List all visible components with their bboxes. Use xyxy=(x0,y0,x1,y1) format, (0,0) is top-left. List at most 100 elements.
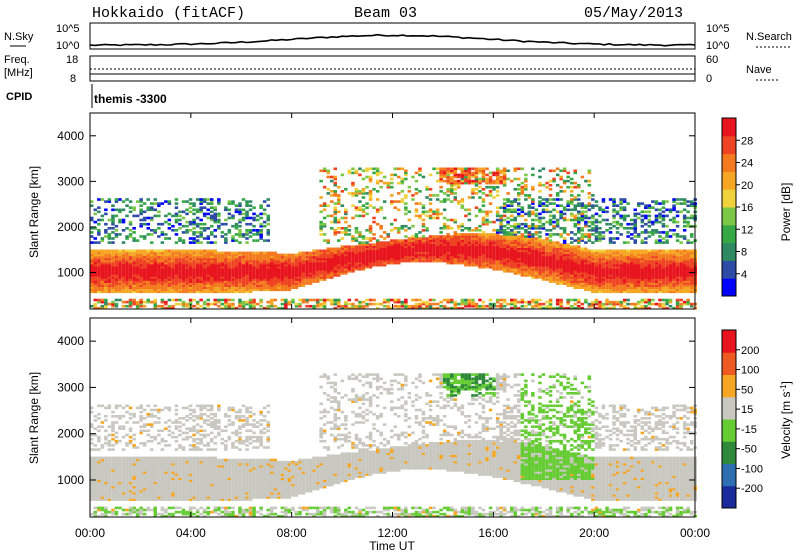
power-cell xyxy=(524,253,528,257)
power-cell xyxy=(273,263,277,267)
power-cell xyxy=(552,272,556,275)
power-cell xyxy=(626,261,630,265)
power-cell xyxy=(630,290,634,294)
power-cell xyxy=(234,227,239,230)
power-cell xyxy=(418,167,422,171)
power-cell xyxy=(661,222,666,226)
power-cell xyxy=(132,214,136,218)
power-cell xyxy=(450,306,454,310)
power-cell xyxy=(220,276,225,279)
power-cell xyxy=(104,235,108,238)
power-cell xyxy=(485,212,489,216)
power-cell xyxy=(548,255,553,259)
power-cell xyxy=(181,282,186,285)
power-cell xyxy=(153,300,157,304)
power-cell xyxy=(397,259,401,263)
power-cell xyxy=(555,265,560,269)
power-cell xyxy=(150,274,154,277)
power-cell xyxy=(347,251,352,255)
power-cell xyxy=(255,218,260,222)
power-cell xyxy=(206,216,210,220)
power-cell xyxy=(481,192,486,195)
power-cell xyxy=(132,259,136,263)
power-cell xyxy=(548,179,553,183)
power-cell xyxy=(538,224,542,228)
power-cell xyxy=(622,286,627,289)
power-cell xyxy=(584,284,588,287)
power-cell xyxy=(319,261,323,265)
power-cell xyxy=(605,251,609,255)
power-cell xyxy=(390,306,394,310)
power-cell xyxy=(174,298,179,302)
power-cell xyxy=(414,235,419,238)
power-cell xyxy=(630,272,634,275)
power-cell xyxy=(439,227,443,230)
power-cell xyxy=(495,263,500,267)
power-cell xyxy=(358,306,362,310)
power-cell xyxy=(217,304,221,308)
power-cell xyxy=(640,270,645,273)
power-cell xyxy=(587,192,592,195)
power-cell xyxy=(640,231,645,234)
power-cell xyxy=(552,306,556,310)
power-cell xyxy=(132,280,136,283)
power-cell xyxy=(224,284,228,287)
power-cell xyxy=(587,251,592,255)
power-cell xyxy=(397,241,401,244)
power-cell xyxy=(601,270,606,273)
power-cell xyxy=(238,278,242,281)
power-cell xyxy=(213,282,217,285)
power-cell xyxy=(502,175,507,179)
power-cell xyxy=(506,302,510,306)
power-cell xyxy=(538,304,542,308)
power-cell xyxy=(93,220,97,224)
power-cell xyxy=(432,194,436,197)
power-cell xyxy=(453,302,457,306)
power-cell xyxy=(344,304,348,308)
power-cell xyxy=(555,261,560,265)
power-cell xyxy=(492,268,496,271)
power-cell xyxy=(474,259,479,263)
power-cell xyxy=(485,241,489,244)
power-cell xyxy=(404,194,408,197)
power-cell xyxy=(375,261,380,265)
power-cell xyxy=(598,261,602,265)
power-cell xyxy=(411,253,415,257)
power-cell xyxy=(644,229,648,232)
power-cell xyxy=(605,274,609,277)
power-cell xyxy=(478,259,482,263)
power-cell xyxy=(418,214,422,218)
power-cell xyxy=(146,227,150,230)
power-cell xyxy=(153,229,157,232)
power-cell xyxy=(481,243,486,246)
power-cell xyxy=(615,290,620,294)
power-cell xyxy=(591,280,595,283)
power-cell xyxy=(224,261,228,265)
power-cell xyxy=(654,218,659,222)
power-cell xyxy=(139,212,143,216)
power-cell xyxy=(100,253,105,257)
power-cell xyxy=(474,167,479,171)
power-cell xyxy=(428,259,433,263)
power-cell xyxy=(446,175,450,179)
power-cell xyxy=(495,300,500,304)
power-cell xyxy=(347,259,352,263)
power-cell xyxy=(612,210,616,214)
power-cell xyxy=(245,272,249,275)
power-cell xyxy=(277,286,281,289)
power-cell xyxy=(488,251,493,255)
power-cell xyxy=(104,280,108,283)
power-cell xyxy=(548,306,553,310)
nave-tick-low: 0 xyxy=(706,73,712,85)
power-cell xyxy=(365,245,369,248)
power-cell xyxy=(647,253,652,257)
power-cell xyxy=(210,249,214,253)
power-cell xyxy=(467,263,472,267)
power-cell xyxy=(337,270,341,273)
power-cell xyxy=(142,268,147,271)
power-cell xyxy=(580,202,585,205)
power-cell xyxy=(640,290,645,294)
power-cell xyxy=(125,282,129,285)
power-cell xyxy=(181,241,186,244)
power-cell xyxy=(227,255,232,259)
